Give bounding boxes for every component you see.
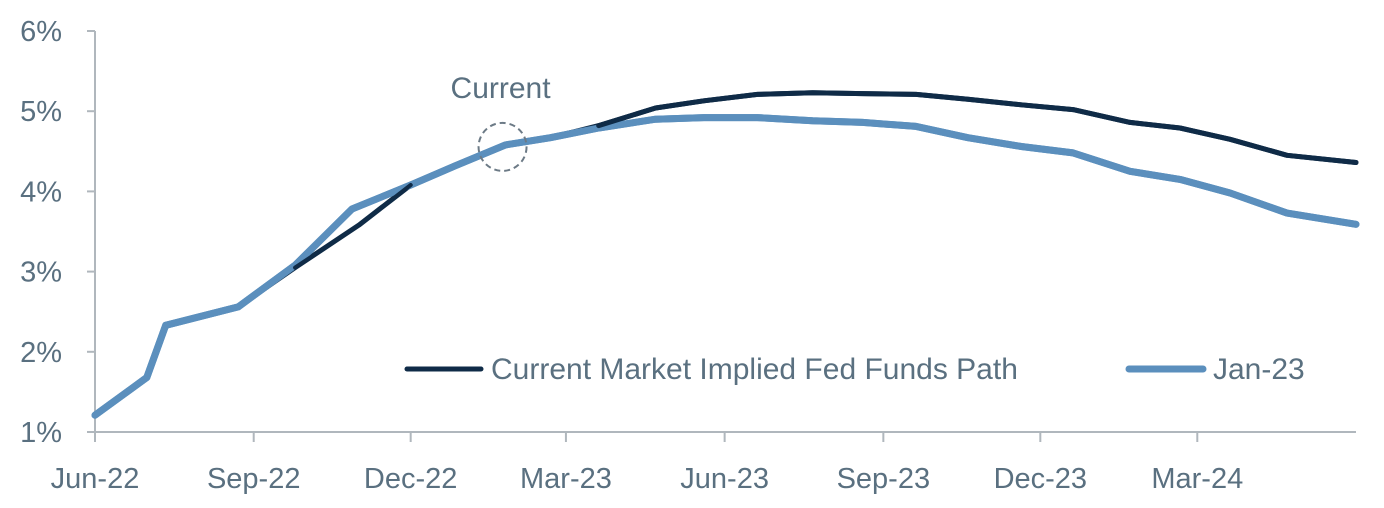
y-tick-label: 4% (20, 176, 62, 208)
legend-label-0: Current Market Implied Fed Funds Path (491, 353, 1018, 386)
x-tick-label: Jun-23 (680, 463, 769, 495)
x-tick-label: Sep-22 (207, 463, 301, 495)
y-tick-label: 3% (20, 257, 62, 289)
x-tick-label: Sep-23 (837, 463, 931, 495)
x-axis: Jun-22 Sep-22 Dec-22 Mar-23 Jun-23 Sep-23 Dec-… (51, 431, 1356, 495)
x-tick-label: Jun-22 (51, 463, 140, 495)
x-tick-label: Dec-22 (364, 463, 458, 495)
x-tick-label: Dec-23 (994, 463, 1088, 495)
y-tick-label: 5% (20, 96, 62, 128)
y-tick-label: 2% (20, 337, 62, 369)
series-lines (91, 90, 1360, 419)
y-tick-label: 6% (20, 16, 62, 48)
current-annotation-label: Current (451, 72, 552, 105)
x-tick-label: Mar-24 (1151, 463, 1243, 495)
current-marker-circle (477, 121, 528, 172)
legend: Current Market Implied Fed Funds Path Jan… (404, 353, 1305, 386)
x-tick-label: Mar-23 (520, 463, 612, 495)
y-tick-label: 1% (20, 417, 62, 449)
y-axis: 1% 2% 3% 4% 5% 6% (20, 16, 96, 449)
legend-label-1: Jan-23 (1213, 353, 1305, 386)
series-line-current-market-path-overlay (596, 90, 1359, 165)
annotations: Current (451, 72, 552, 172)
series-line-current-market-path-early (293, 183, 413, 270)
